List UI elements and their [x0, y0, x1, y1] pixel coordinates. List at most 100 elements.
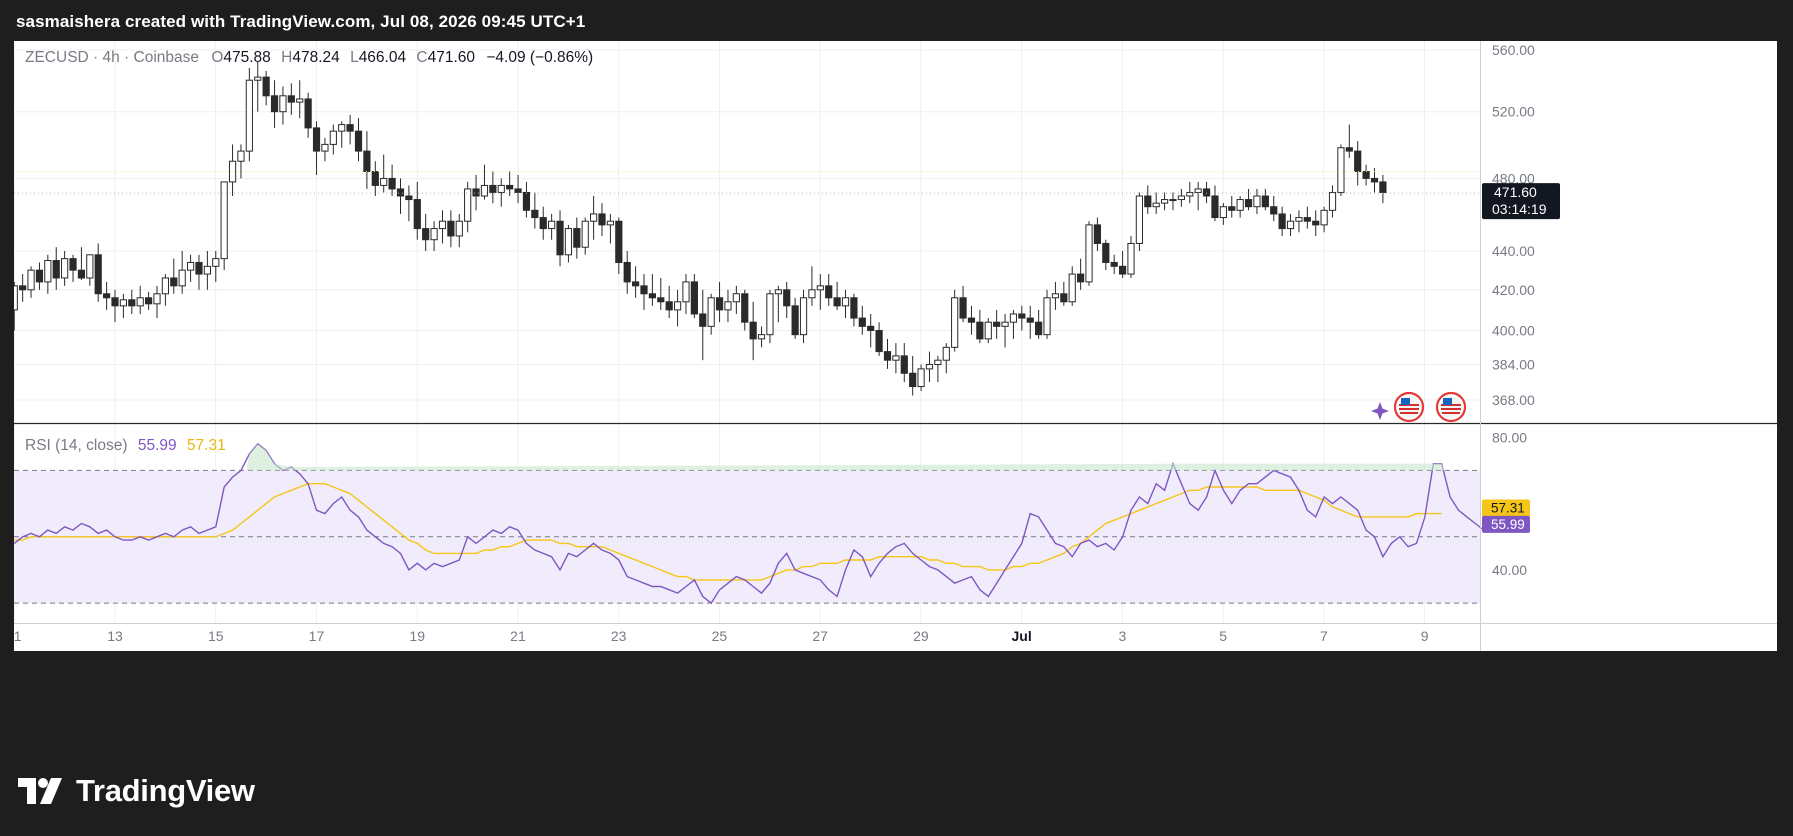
price-tick-label: 560.00	[1492, 42, 1535, 58]
candle	[1118, 251, 1127, 278]
candle	[1228, 195, 1236, 218]
candle-body	[380, 177, 388, 186]
candle	[682, 274, 690, 314]
candle	[791, 297, 799, 339]
rsi-ma-line	[14, 483, 1442, 581]
symbol-title: ZECUSD · 4h · Coinbase	[25, 49, 199, 66]
candle	[749, 301, 757, 361]
time-tick-label: 5	[1219, 628, 1227, 644]
candle-body	[539, 217, 547, 230]
rsi-axis[interactable]: 80.00 40.00	[1492, 429, 1527, 578]
candle-body	[1286, 220, 1295, 230]
candle-body	[707, 297, 715, 327]
candle	[329, 124, 337, 155]
candle-body	[212, 258, 220, 267]
candle-body	[648, 293, 656, 299]
countdown-label: 03:14:19	[1492, 201, 1547, 217]
candle-body	[917, 368, 925, 388]
candle-body	[799, 297, 808, 336]
candle	[993, 309, 1001, 339]
candle-body	[220, 181, 228, 260]
candle-body	[1354, 150, 1362, 173]
candle-body	[615, 220, 623, 263]
candle-body	[136, 297, 144, 307]
candle-body	[321, 143, 329, 152]
candle	[1110, 254, 1118, 275]
candle-body	[1228, 206, 1236, 211]
candle-body	[86, 254, 94, 279]
candle	[1278, 206, 1286, 236]
candle-body	[388, 177, 396, 190]
candle-body	[161, 277, 169, 295]
candle	[497, 178, 505, 207]
candle	[1035, 309, 1043, 339]
candle	[94, 243, 102, 302]
candle	[44, 254, 52, 294]
candle	[464, 181, 472, 233]
sparkle-icon[interactable]	[1371, 402, 1389, 420]
candle-body	[237, 150, 245, 162]
candle-body	[951, 297, 959, 348]
last-price-label: 471.60	[1494, 184, 1537, 200]
candle	[1328, 185, 1337, 218]
candle	[480, 164, 489, 200]
time-axis[interactable]: 11 13 15 17 19 21 23 25 27 29 Jul 3 5 7 9	[14, 628, 1429, 644]
candle	[724, 289, 732, 323]
candle-body	[1085, 224, 1093, 283]
candle-body	[967, 317, 976, 323]
candle	[1270, 195, 1278, 222]
rsi-title: RSI (14, close)	[25, 437, 128, 454]
candle	[363, 131, 371, 189]
candle	[766, 289, 774, 344]
candle	[833, 281, 841, 310]
candle	[1261, 188, 1269, 211]
candle-body	[564, 228, 573, 256]
candle-body	[27, 269, 35, 291]
time-tick-label: 21	[510, 628, 526, 644]
candle	[648, 274, 656, 306]
candle-body	[422, 228, 430, 241]
event-icons[interactable]	[1371, 391, 1467, 423]
candle	[338, 121, 346, 148]
candle-body	[1312, 220, 1320, 226]
candle-body	[1261, 195, 1269, 208]
candle	[203, 251, 211, 290]
us-flag-icon-2[interactable]	[1435, 391, 1467, 423]
candle-body	[497, 184, 505, 193]
time-tick-label: 19	[409, 628, 425, 644]
candle-body	[816, 285, 824, 291]
candle	[606, 213, 615, 244]
candle-body	[1068, 273, 1076, 303]
candle	[52, 247, 60, 290]
candle-body	[1144, 195, 1152, 208]
price-tick-label: 384.00	[1492, 357, 1535, 373]
candle	[1186, 181, 1194, 204]
tradingview-logo[interactable]: TradingView	[18, 773, 255, 808]
rsi-legend[interactable]: RSI (14, close) 55.99 57.31	[25, 437, 226, 454]
candle-body	[1169, 199, 1177, 202]
candle-body	[959, 297, 967, 319]
candle	[699, 289, 707, 361]
candle	[514, 174, 522, 204]
candle-body	[262, 76, 270, 97]
candle	[799, 289, 808, 344]
candle-body	[833, 297, 841, 307]
open-value: 475.88	[223, 49, 270, 66]
chart-frame[interactable]: 560.00 520.00 480.00 440.00 420.00 400.00 384.…	[14, 41, 1777, 651]
candle	[598, 203, 606, 236]
candle	[111, 289, 119, 323]
candle-body	[304, 98, 312, 129]
price-grid	[14, 41, 1480, 423]
candle-body	[312, 127, 321, 152]
symbol-legend[interactable]: ZECUSD · 4h · Coinbase O475.88 H478.24 L…	[25, 49, 593, 66]
us-flag-icon[interactable]	[1393, 391, 1425, 423]
candle	[506, 171, 514, 196]
candle	[430, 221, 438, 252]
candle	[354, 118, 363, 162]
candle	[783, 281, 791, 319]
chart-canvas[interactable]: 560.00 520.00 480.00 440.00 420.00 400.00 384.…	[14, 41, 1777, 745]
candle	[489, 171, 497, 204]
candle	[875, 322, 883, 356]
price-axis[interactable]: 560.00 520.00 480.00 440.00 420.00 400.00 384.…	[1492, 42, 1535, 408]
candle-body	[892, 355, 900, 361]
